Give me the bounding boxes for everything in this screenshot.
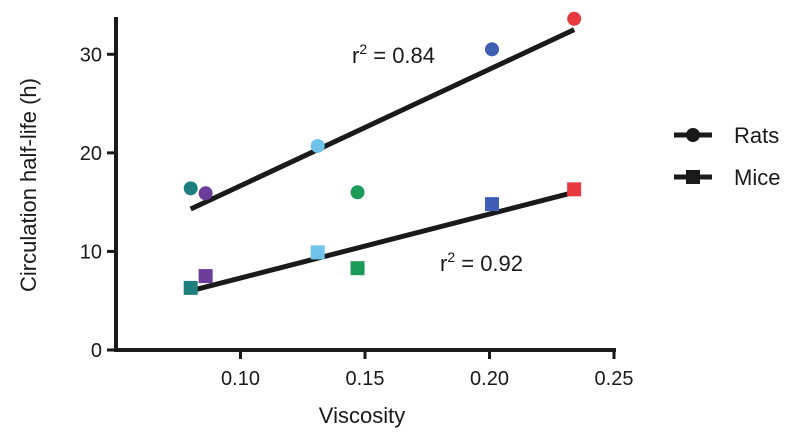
- x-tick-label: 0.20: [470, 368, 509, 390]
- r2-annotation-rats: r2 = 0.84: [352, 41, 435, 68]
- point-rats: [484, 42, 499, 57]
- fit-line-rats: [189, 27, 576, 212]
- point-rats: [310, 138, 325, 153]
- point-rats: [350, 185, 365, 200]
- point-rats: [183, 181, 198, 196]
- point-mice: [310, 245, 325, 260]
- x-tick-label: 0.15: [346, 368, 385, 390]
- legend-item-mice: Mice: [674, 165, 780, 190]
- data-points: [183, 11, 582, 295]
- legend-label-mice: Mice: [734, 165, 780, 190]
- x-tick-label: 0.10: [221, 368, 260, 390]
- point-mice: [198, 269, 213, 284]
- x-tick-label: 0.25: [595, 368, 634, 390]
- y-tick-label: 30: [80, 44, 102, 66]
- point-rats: [567, 11, 582, 26]
- point-mice: [567, 182, 582, 197]
- point-mice: [350, 261, 365, 276]
- axes: 0 10 20 30 0.10 0.15 0.20 0.25: [80, 17, 634, 390]
- point-rats: [198, 186, 213, 201]
- point-mice: [183, 280, 198, 295]
- y-tick-label: 20: [80, 143, 102, 165]
- fit-lines: [189, 27, 576, 294]
- legend-item-rats: Rats: [674, 123, 779, 148]
- legend-marker-rats: [686, 128, 700, 142]
- r2-annotation-mice: r2 = 0.92: [440, 249, 523, 276]
- x-axis-title: Viscosity: [319, 403, 405, 428]
- fit-line-mice: [190, 189, 575, 294]
- legend: Rats Mice: [674, 123, 780, 190]
- y-tick-label: 0: [91, 340, 102, 362]
- point-mice: [484, 197, 499, 212]
- legend-label-rats: Rats: [734, 123, 779, 148]
- y-tick-label: 10: [80, 241, 102, 263]
- legend-marker-mice: [686, 170, 700, 184]
- y-axis-title: Circulation half-life (h): [16, 78, 41, 292]
